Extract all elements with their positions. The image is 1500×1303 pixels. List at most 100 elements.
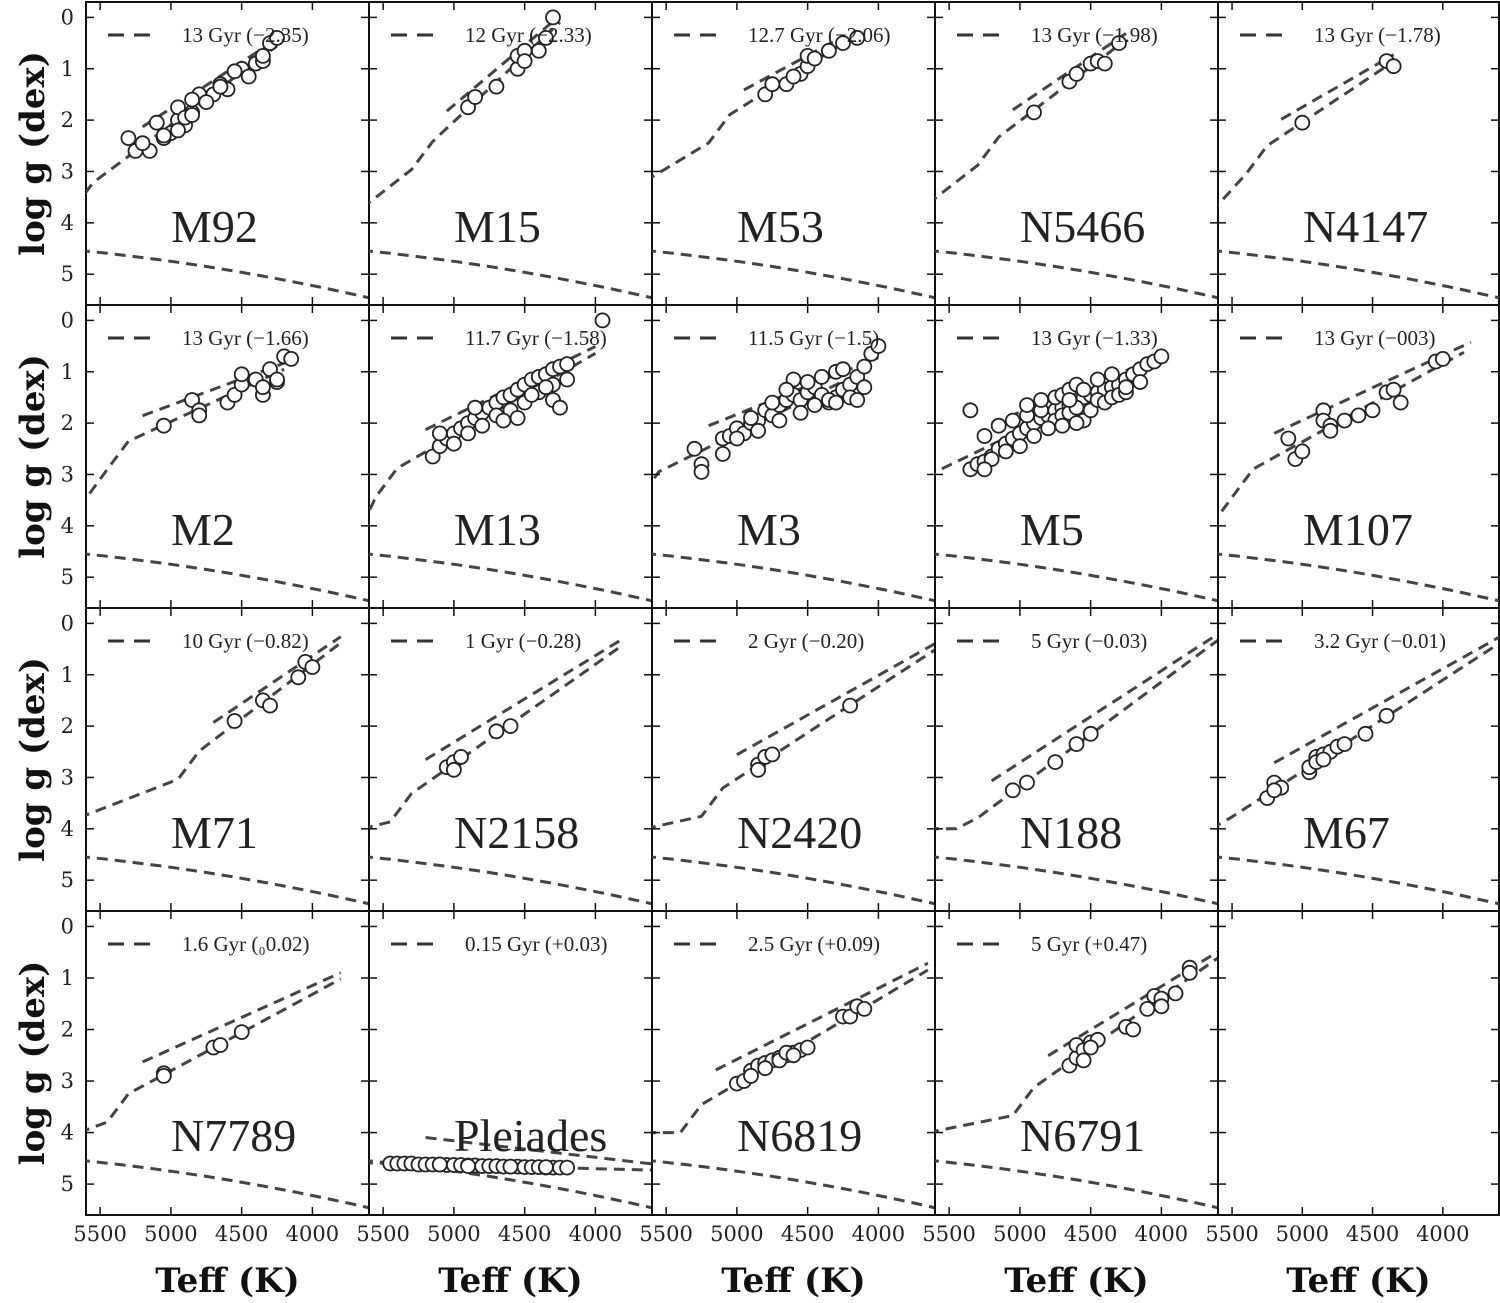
isochrone-main-sequence — [935, 1159, 1218, 1210]
panel-frame — [934, 607, 1219, 912]
data-point — [1336, 736, 1353, 752]
isochrone-red-giant-branch — [369, 643, 625, 829]
cluster-name: M15 — [454, 201, 541, 252]
x-tick-label: 4500 — [781, 1222, 834, 1246]
isochrone-main-sequence — [1218, 855, 1499, 906]
data-point — [269, 371, 285, 388]
x-axis-label: Teff (K) — [155, 1261, 300, 1301]
data-point — [559, 1159, 575, 1176]
data-point — [828, 394, 844, 411]
x-tick-label: 5500 — [356, 1222, 409, 1246]
data-point — [467, 399, 484, 416]
isochrone-main-sequence — [1218, 552, 1499, 603]
data-point — [1068, 66, 1085, 82]
data-point — [148, 114, 165, 131]
data-point — [530, 42, 547, 59]
x-tick-label: 5500 — [73, 1222, 126, 1246]
data-point — [191, 407, 208, 424]
isochrone-upper-branch — [141, 33, 285, 129]
data-point — [1118, 379, 1134, 396]
data-point — [474, 417, 491, 434]
data-point — [431, 1156, 448, 1173]
y-tick-label: 1 — [61, 57, 74, 81]
data-point — [990, 417, 1007, 434]
y-tick-label: 5 — [61, 868, 74, 892]
panel-frame — [368, 607, 653, 912]
isochrone-main-sequence — [369, 1159, 652, 1210]
data-point — [1089, 371, 1106, 388]
legend-label: 13 Gyr (−1.33) — [1031, 326, 1158, 350]
x-axis-label: Teff (K) — [1004, 1261, 1149, 1301]
panel-frame — [1217, 1, 1500, 306]
isochrone-main-sequence — [369, 249, 652, 300]
data-point — [1012, 438, 1028, 455]
data-point — [233, 1024, 250, 1040]
y-axis-label: log g (dex) — [13, 657, 53, 862]
data-point — [226, 63, 243, 80]
data-point — [842, 697, 858, 714]
y-tick-label: 3 — [61, 1069, 74, 1093]
isochrone-main-sequence — [652, 249, 935, 300]
panel-m2: 13 Gyr (−1.66) M2 0 1 2 3 4 5 — [61, 304, 370, 609]
data-point — [509, 410, 526, 426]
isochrone-upper-branch — [715, 961, 929, 1072]
panel-plot-area — [935, 950, 1218, 1210]
panel-plot-area — [86, 635, 369, 906]
panel-plot-area — [369, 312, 652, 603]
isochrone-upper-branch — [1273, 635, 1499, 765]
isochrone-upper-branch — [1011, 32, 1127, 112]
data-point — [1054, 417, 1071, 434]
y-axis-label: log g (dex) — [13, 51, 53, 256]
data-point — [460, 425, 477, 442]
data-point — [1181, 964, 1198, 981]
y-axis-label: log g (dex) — [13, 961, 53, 1166]
data-point — [1132, 374, 1149, 390]
data-point — [743, 410, 759, 426]
panel-frame — [1217, 304, 1500, 609]
data-point — [835, 361, 851, 378]
panel-m15: 12 Gyr (−2.33) M15 — [368, 1, 653, 306]
data-point — [495, 412, 512, 429]
y-tick-label: 5 — [61, 1172, 74, 1196]
data-point — [1082, 1039, 1099, 1056]
isochrone-upper-branch — [445, 14, 561, 113]
y-tick-label: 4 — [61, 211, 74, 235]
panel-m92: 13 Gyr (−2.35) M92 0 1 2 3 4 5 — [61, 1, 370, 306]
isochrone-red-giant-branch — [652, 41, 844, 179]
legend-label: 13 Gyr (−1.66) — [182, 326, 309, 350]
x-tick-label: 5000 — [710, 1222, 763, 1246]
data-point — [785, 1047, 802, 1064]
cluster-name: N4147 — [1303, 201, 1428, 252]
data-point — [799, 374, 816, 390]
data-point — [431, 425, 448, 442]
panel-plot-area — [652, 338, 935, 603]
isochrone-upper-branch — [425, 1136, 652, 1166]
legend-label: 11.5 Gyr (−1.5) — [748, 326, 879, 350]
data-point — [1385, 381, 1402, 398]
data-point — [806, 50, 823, 67]
data-point — [1068, 736, 1085, 752]
data-point — [1350, 407, 1367, 424]
data-point — [1104, 366, 1120, 383]
data-point — [502, 718, 519, 734]
legend-label: 1 Gyr (−0.28) — [465, 629, 581, 653]
legend-label: 1.6 Gyr (₀0.02) — [182, 932, 309, 956]
cluster-name: N6791 — [1020, 1110, 1145, 1161]
legend-label: 5 Gyr (+0.47) — [1031, 932, 1147, 956]
panel-frame — [934, 1, 1219, 306]
x-tick-label: 5000 — [144, 1222, 197, 1246]
y-tick-label: 3 — [61, 159, 74, 183]
data-point — [212, 1037, 229, 1053]
data-point — [764, 394, 781, 411]
cluster-name: M3 — [737, 504, 801, 555]
panel-frame — [85, 910, 370, 1216]
data-point — [1336, 412, 1353, 429]
y-tick-label: 5 — [61, 262, 74, 286]
panel-pleiades: 0.15 Gyr (+0.03) Pleiades 5500 5000 4500 4000 — [356, 910, 653, 1246]
cluster-name: N7789 — [171, 1110, 296, 1161]
y-axis-label: log g (dex) — [13, 354, 53, 559]
data-point — [976, 461, 993, 478]
panel-frame — [85, 607, 370, 912]
panel-plot-area — [86, 348, 369, 603]
data-point — [269, 30, 285, 46]
